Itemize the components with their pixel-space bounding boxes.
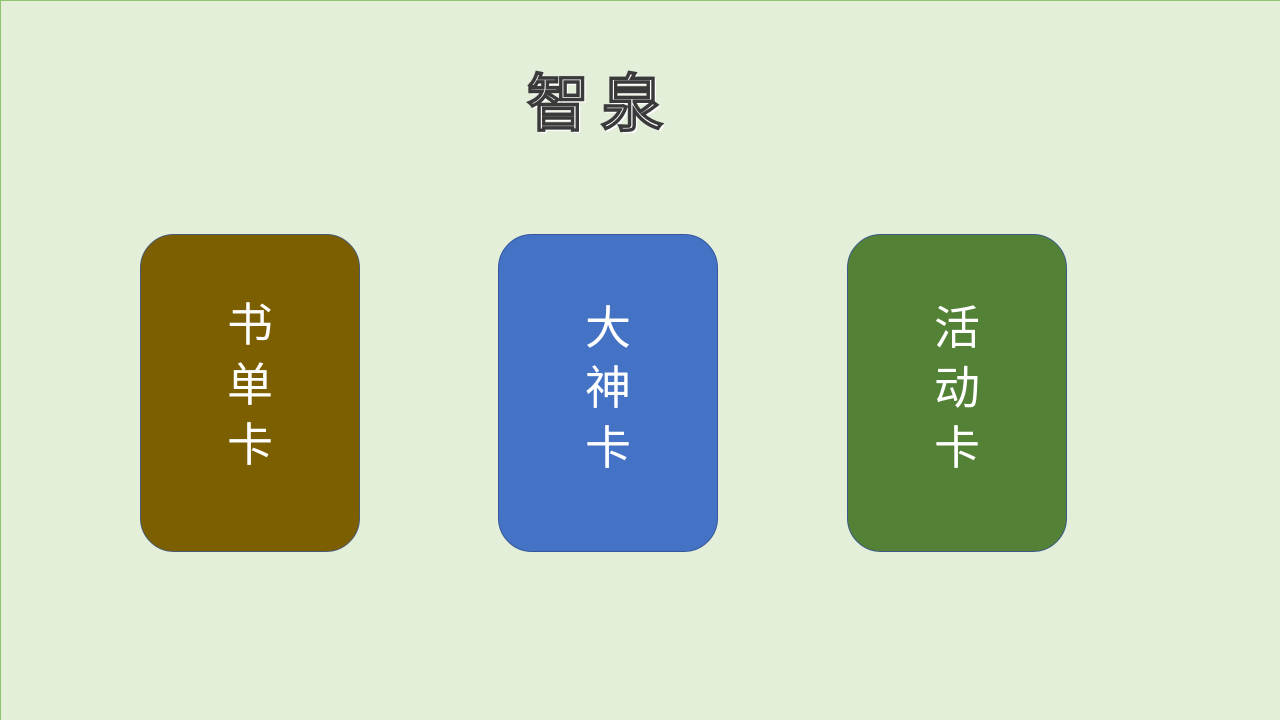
- master-card-label: 大 神 卡: [499, 298, 717, 478]
- activity-card-char: 活: [934, 301, 980, 355]
- master-card-char: 大: [585, 301, 631, 355]
- booklist-card-label: 书 单 卡: [141, 295, 359, 475]
- activity-card-char: 动: [934, 361, 980, 415]
- activity-card[interactable]: 活 动 卡: [847, 234, 1067, 552]
- booklist-card[interactable]: 书 单 卡: [140, 234, 360, 552]
- booklist-card-char: 卡: [227, 418, 273, 472]
- booklist-card-char: 单: [227, 358, 273, 412]
- activity-card-label: 活 动 卡: [848, 298, 1066, 478]
- master-card[interactable]: 大 神 卡: [498, 234, 718, 552]
- master-card-char: 神: [585, 361, 631, 415]
- slide-title: 智泉: [526, 67, 675, 140]
- booklist-card-char: 书: [227, 298, 273, 352]
- master-card-char: 卡: [585, 421, 631, 475]
- activity-card-char: 卡: [934, 421, 980, 475]
